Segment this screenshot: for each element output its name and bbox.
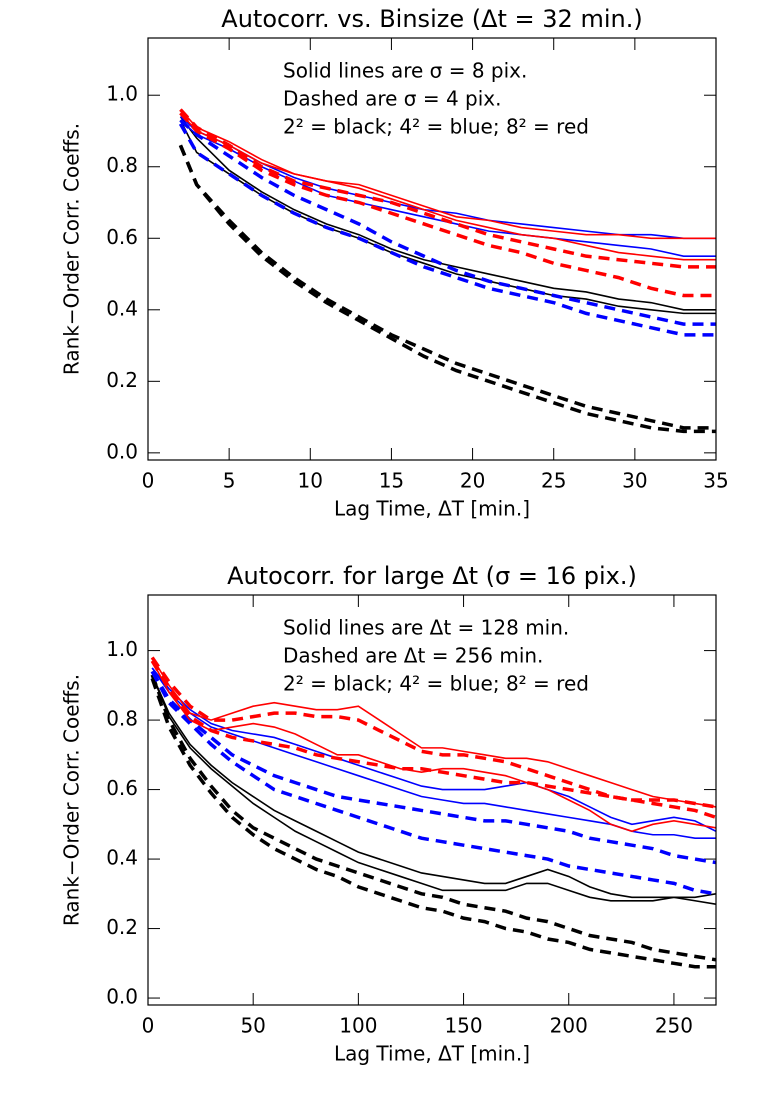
annotation: 2² = black; 4² = blue; 8² = red	[283, 115, 589, 139]
x-tick-label: 50	[240, 1014, 265, 1038]
x-tick-label: 5	[223, 469, 236, 493]
y-tick-label: 1.0	[106, 82, 138, 106]
y-tick-label: 0.4	[106, 846, 138, 870]
x-tick-label: 0	[142, 1014, 155, 1038]
series-line	[178, 144, 716, 430]
y-tick-label: 0.0	[106, 985, 138, 1009]
plot-frame	[147, 37, 717, 461]
x-tick-label: 0	[142, 469, 155, 493]
y-tick-label: 0.8	[106, 707, 138, 731]
series-line	[179, 116, 716, 311]
annotation: Solid lines are σ = 8 pix.	[283, 59, 527, 83]
x-tick-label: 20	[460, 469, 485, 493]
series-line	[150, 670, 716, 865]
y-tick-label: 0.2	[106, 915, 138, 939]
y-tick-label: 0.8	[106, 153, 138, 177]
series-line	[151, 667, 716, 832]
x-tick-label: 30	[622, 469, 647, 493]
series-line	[151, 674, 716, 902]
x-tick-label: 25	[541, 469, 566, 493]
series-line	[179, 108, 716, 269]
x-tick-label: 200	[550, 1014, 588, 1038]
series-line	[179, 108, 716, 240]
y-tick-label: 0.6	[106, 225, 138, 249]
series-line	[178, 144, 716, 434]
x-axis-label: Lag Time, ΔT [min.]	[334, 497, 530, 521]
series-line	[150, 670, 716, 896]
y-tick-label: 1.0	[106, 637, 138, 661]
y-tick-label: 0.4	[106, 296, 138, 320]
x-tick-label: 15	[379, 469, 404, 493]
series-line	[151, 657, 716, 808]
x-tick-label: 10	[298, 469, 323, 493]
x-tick-label: 100	[339, 1014, 377, 1038]
x-tick-label: 35	[703, 469, 728, 493]
x-tick-label: 150	[444, 1014, 482, 1038]
y-tick-label: 0.2	[106, 368, 138, 392]
annotation: Dashed are Δt = 256 min.	[283, 644, 543, 668]
plot-frame	[147, 594, 717, 1006]
series-line	[150, 674, 716, 962]
series-line	[178, 122, 716, 337]
series-line	[179, 112, 716, 261]
annotation: Solid lines are Δt = 128 min.	[283, 616, 569, 640]
y-axis-label: Rank−Order Corr. Coeffs.	[60, 674, 84, 926]
series-line	[179, 119, 716, 315]
series-line	[179, 118, 716, 326]
x-axis-label: Lag Time, ΔT [min.]	[334, 1042, 530, 1066]
x-tick-label: 250	[655, 1014, 693, 1038]
series-line	[150, 677, 716, 969]
annotation: Dashed are σ = 4 pix.	[283, 87, 502, 111]
chart-title: Autocorr. vs. Binsize (Δt = 32 min.)	[221, 5, 642, 33]
series-line	[179, 111, 716, 298]
y-tick-label: 0.6	[106, 776, 138, 800]
series-line	[150, 660, 716, 820]
chart-title: Autocorr. for large Δt (σ = 16 pix.)	[227, 562, 637, 590]
annotation: 2² = black; 4² = blue; 8² = red	[283, 672, 589, 696]
y-tick-label: 0.0	[106, 439, 138, 463]
series-line	[151, 674, 716, 906]
series-line	[151, 660, 716, 833]
y-axis-label: Rank−Order Corr. Coeffs.	[60, 123, 84, 375]
